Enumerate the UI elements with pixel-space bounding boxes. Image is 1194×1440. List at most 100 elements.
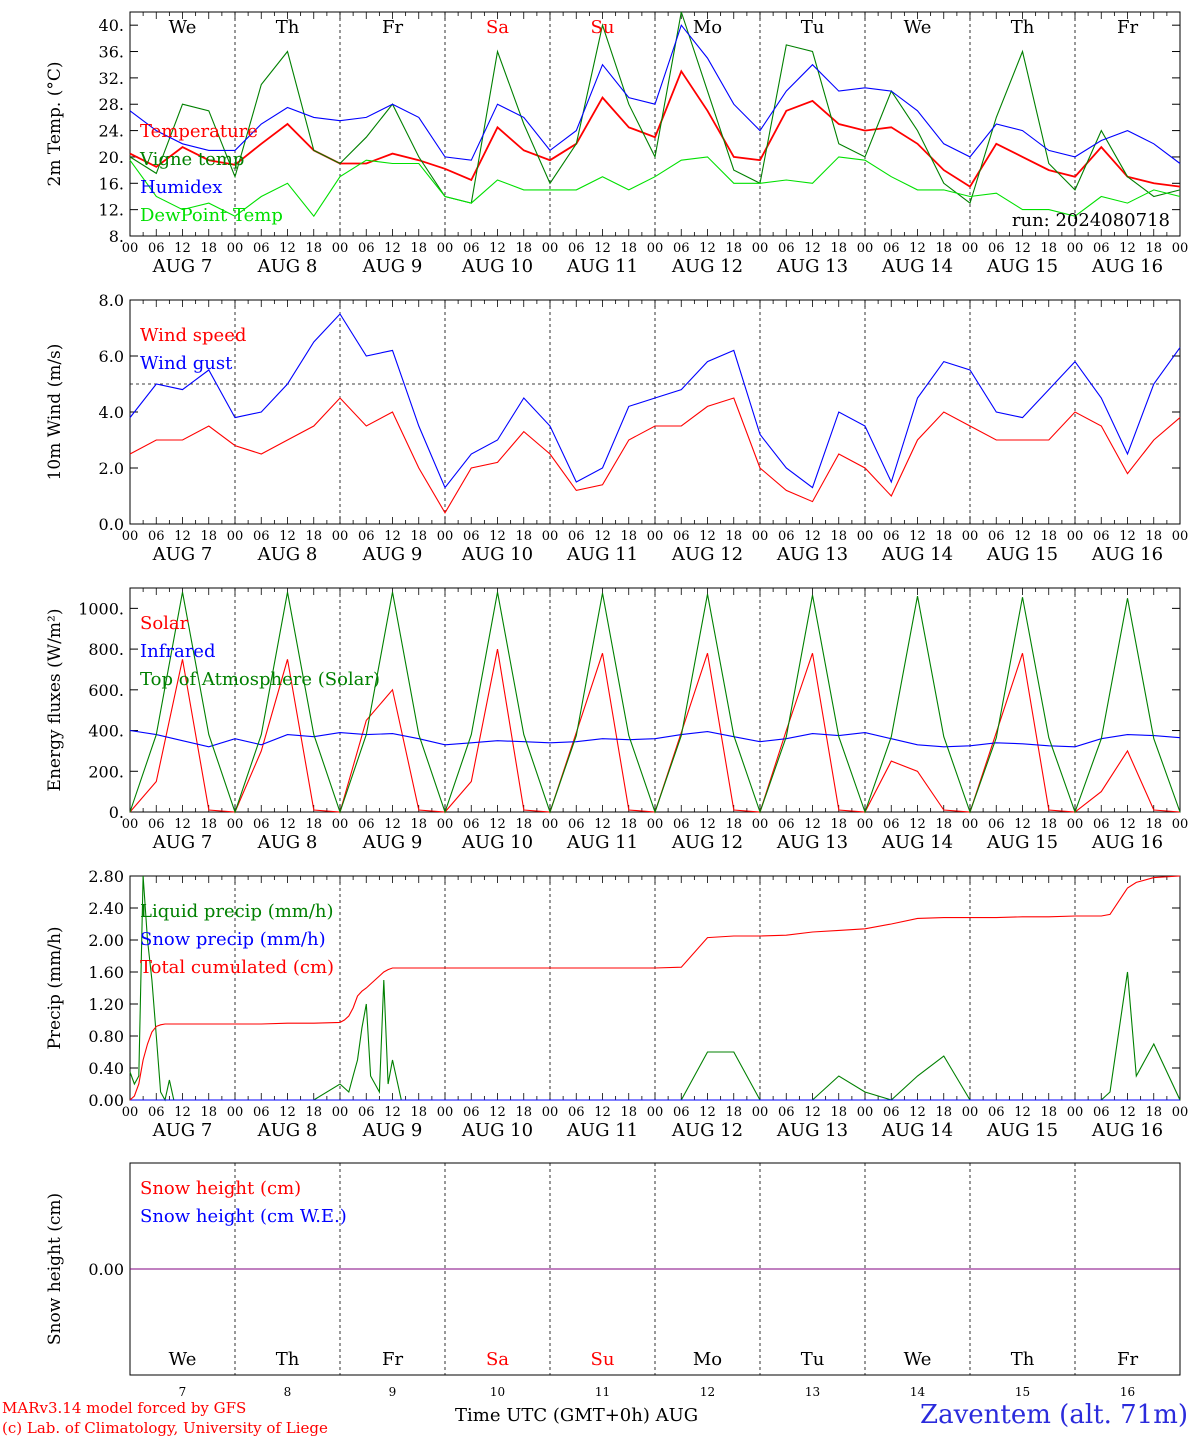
weekday-label: Mo: [693, 17, 722, 38]
hour-tick-label: 06: [883, 1105, 900, 1120]
legend-entry: Liquid precip (mm/h): [140, 901, 334, 922]
lab-credit: (c) Lab. of Climatology, University of L…: [2, 1419, 328, 1437]
hour-tick-label: 06: [568, 1105, 585, 1120]
series-line-wind-speed: [129, 397, 1181, 514]
hour-tick-label: 06: [988, 529, 1005, 544]
hour-tick-label: 18: [725, 241, 742, 256]
hour-tick-label: 00: [1172, 817, 1189, 832]
hour-tick-label: 18: [515, 1105, 532, 1120]
date-label: AUG 10: [461, 544, 533, 565]
day-number-label: 7: [179, 1385, 187, 1399]
y-tick-label: 0.80: [88, 1027, 124, 1046]
hour-tick-label: 06: [778, 817, 795, 832]
weekday-label-bottom: Th: [1011, 1349, 1035, 1370]
weekday-label: We: [169, 17, 197, 38]
y-tick-label: 20.: [99, 148, 124, 167]
hour-tick-label: 00: [752, 241, 769, 256]
hour-tick-label: 18: [935, 529, 952, 544]
hour-tick-label: 18: [200, 529, 217, 544]
hour-tick-label: 06: [778, 529, 795, 544]
hour-tick-label: 00: [647, 529, 664, 544]
hour-tick-label: 00: [227, 241, 244, 256]
weekday-label-bottom: We: [904, 1349, 932, 1370]
date-label: AUG 8: [257, 256, 318, 277]
hour-tick-label: 06: [568, 241, 585, 256]
hour-tick-label: 18: [935, 1105, 952, 1120]
hour-tick-label: 12: [909, 817, 926, 832]
weekday-label-bottom: Th: [276, 1349, 300, 1370]
hour-tick-label: 06: [463, 817, 480, 832]
y-tick-label: 0.: [109, 803, 124, 822]
hour-tick-label: 12: [1014, 241, 1031, 256]
hour-tick-label: 00: [437, 1105, 454, 1120]
series-line-vigne-temp: [129, 11, 1181, 205]
hour-tick-label: 18: [830, 241, 847, 256]
legend-entry: Snow height (cm): [140, 1178, 301, 1199]
date-label: AUG 7: [152, 832, 213, 853]
hour-tick-label: 12: [804, 817, 821, 832]
legend-entry: Wind gust: [140, 353, 233, 374]
hour-tick-label: 18: [200, 1105, 217, 1120]
hour-tick-label: 18: [935, 241, 952, 256]
hour-tick-label: 06: [988, 817, 1005, 832]
hour-tick-label: 06: [148, 529, 165, 544]
y-tick-label: 4.0: [99, 403, 124, 422]
date-label: AUG 11: [566, 544, 638, 565]
series-line-temperature: [129, 69, 1181, 188]
date-label: AUG 9: [362, 256, 423, 277]
y-tick-label: 16.: [99, 174, 124, 193]
hour-tick-label: 00: [1067, 241, 1084, 256]
series-line-humidex: [129, 24, 1181, 164]
hour-tick-label: 00: [647, 1105, 664, 1120]
date-label: AUG 16: [1091, 544, 1163, 565]
hour-tick-label: 12: [1014, 1105, 1031, 1120]
hour-tick-label: 18: [515, 817, 532, 832]
hour-tick-label: 12: [384, 1105, 401, 1120]
hour-tick-label: 00: [857, 529, 874, 544]
date-label: AUG 7: [152, 544, 213, 565]
date-label: AUG 12: [671, 256, 743, 277]
hour-tick-label: 06: [463, 529, 480, 544]
hour-tick-label: 00: [542, 529, 559, 544]
hour-tick-label: 00: [332, 1105, 349, 1120]
legend-entry: Vigne temp: [139, 149, 244, 170]
hour-tick-label: 12: [1014, 817, 1031, 832]
weekday-label: Th: [1011, 17, 1035, 38]
hour-tick-label: 18: [620, 817, 637, 832]
hour-tick-label: 00: [227, 817, 244, 832]
hour-tick-label: 18: [410, 529, 427, 544]
y-tick-label: 2.00: [88, 931, 124, 950]
hour-tick-label: 18: [1145, 817, 1162, 832]
hour-tick-label: 00: [1067, 529, 1084, 544]
hour-tick-label: 00: [647, 817, 664, 832]
date-label: AUG 11: [566, 1120, 638, 1141]
hour-tick-label: 18: [620, 241, 637, 256]
hour-tick-label: 00: [962, 1105, 979, 1120]
hour-tick-label: 12: [594, 817, 611, 832]
legend-entry: DewPoint Temp: [140, 205, 283, 226]
date-label: AUG 14: [881, 544, 953, 565]
hour-tick-label: 12: [594, 241, 611, 256]
y-tick-label: 600.: [88, 681, 124, 700]
panel-precip: 0.00 0.40 0.80 1.20 1.60 2.00 2.40 2.80 Precip (…: [45, 867, 1188, 1141]
hour-tick-label: 12: [804, 1105, 821, 1120]
hour-tick-label: 18: [305, 241, 322, 256]
hour-tick-label: 06: [358, 529, 375, 544]
hour-tick-label: 12: [804, 529, 821, 544]
y-tick-label: 8.0: [99, 291, 124, 310]
hour-tick-label: 06: [673, 241, 690, 256]
hour-tick-label: 00: [332, 529, 349, 544]
hour-tick-label: 18: [725, 817, 742, 832]
hour-tick-label: 06: [883, 241, 900, 256]
panel-wind: 0.0 2.0 4.0 6.0 8.0 10m Wind (m/s) Wind speed W…: [45, 291, 1188, 565]
hour-tick-label: 18: [305, 817, 322, 832]
hour-tick-label: 12: [699, 529, 716, 544]
weekday-label: Fr: [1117, 17, 1138, 38]
hour-tick-label: 06: [358, 1105, 375, 1120]
hour-tick-label: 12: [1119, 817, 1136, 832]
hour-tick-label: 18: [1040, 529, 1057, 544]
hour-tick-label: 00: [1172, 529, 1189, 544]
station-name: Zaventem (alt. 71m): [920, 1400, 1188, 1430]
hour-tick-label: 12: [804, 241, 821, 256]
hour-tick-label: 12: [909, 241, 926, 256]
